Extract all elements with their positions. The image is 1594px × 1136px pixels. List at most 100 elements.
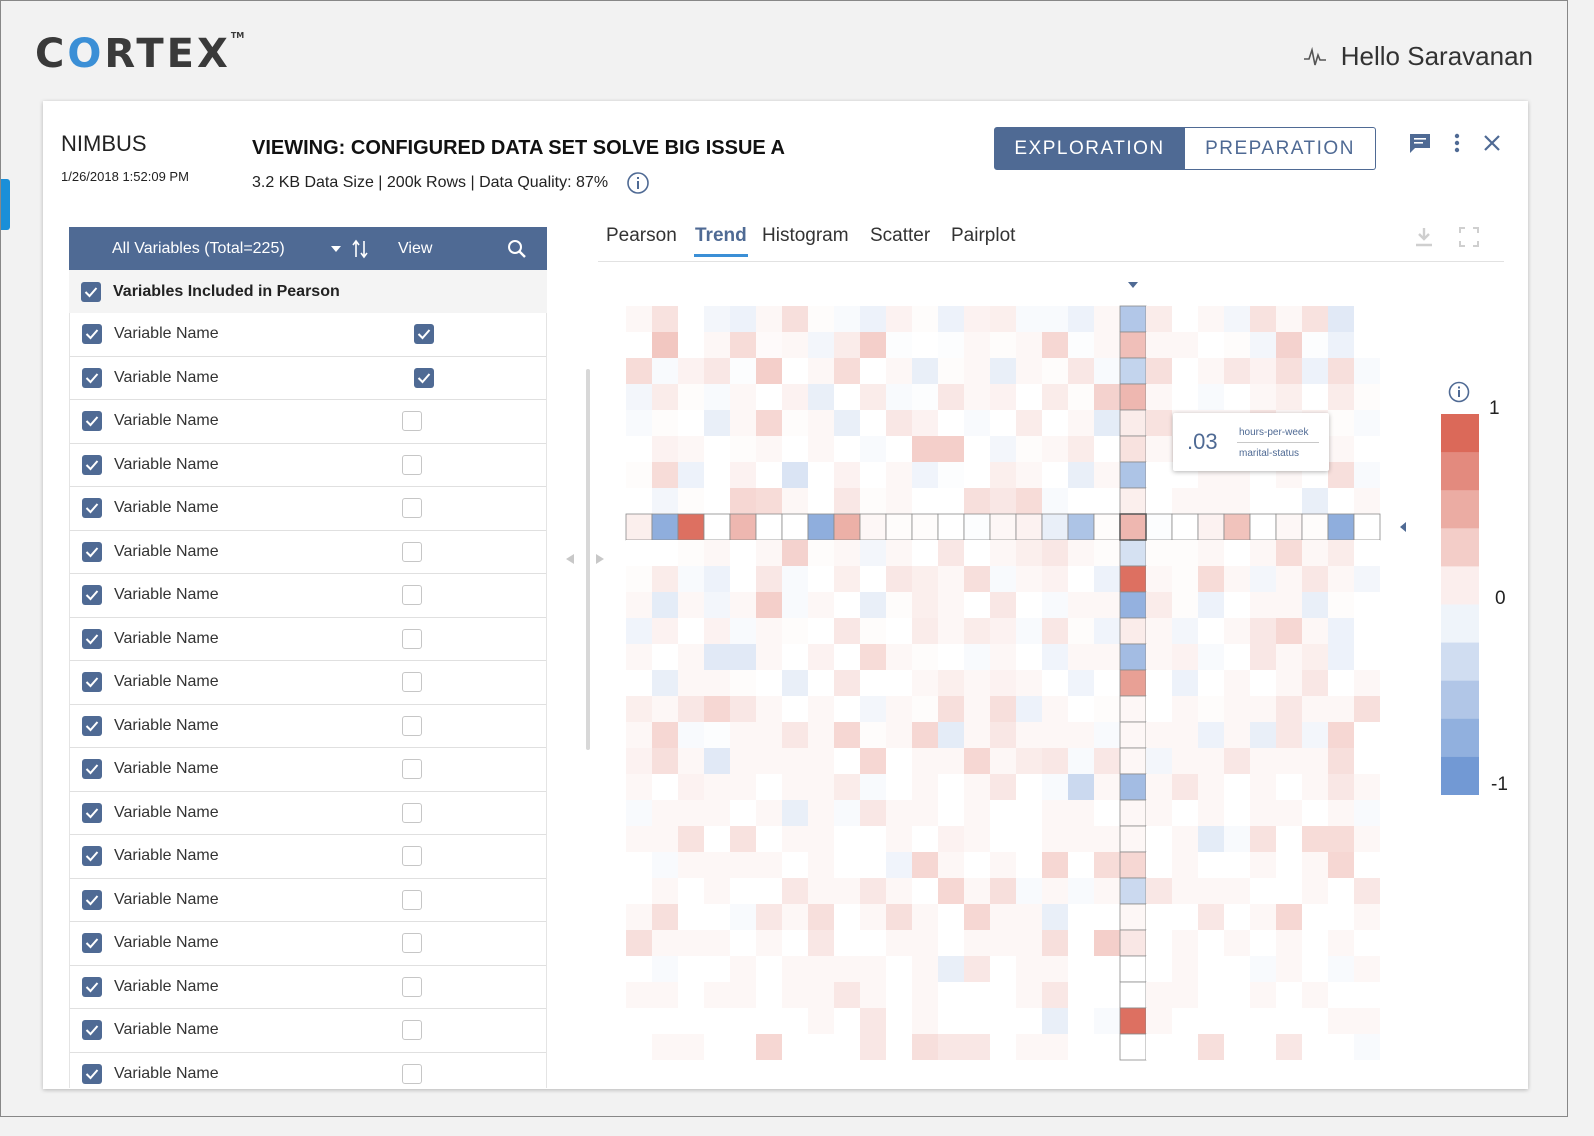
heatmap-cell[interactable] xyxy=(1119,383,1147,411)
heatmap-cell[interactable] xyxy=(964,358,990,384)
heatmap-cell[interactable] xyxy=(1302,566,1328,592)
heatmap-cell[interactable] xyxy=(1146,696,1172,722)
heatmap-cell[interactable] xyxy=(756,436,782,462)
include-checkbox[interactable] xyxy=(82,454,102,475)
heatmap-cell[interactable] xyxy=(1042,332,1068,358)
heatmap-cell[interactable] xyxy=(756,774,782,800)
heatmap-cell[interactable] xyxy=(938,488,964,514)
heatmap-cell[interactable] xyxy=(1276,800,1302,826)
heatmap-cell[interactable] xyxy=(990,670,1016,696)
heatmap-cell[interactable] xyxy=(782,696,808,722)
heatmap-cell[interactable] xyxy=(1119,435,1147,463)
heatmap-cell[interactable] xyxy=(782,956,808,982)
heatmap-cell[interactable] xyxy=(912,618,938,644)
heatmap-cell[interactable] xyxy=(1302,800,1328,826)
heatmap-cell[interactable] xyxy=(938,930,964,956)
heatmap-cell[interactable] xyxy=(652,956,678,982)
heatmap-cell[interactable] xyxy=(730,722,756,748)
heatmap-cell[interactable] xyxy=(964,696,990,722)
heatmap-cell[interactable] xyxy=(1016,566,1042,592)
heatmap-cell[interactable] xyxy=(1354,566,1380,592)
heatmap-cell[interactable] xyxy=(1250,332,1276,358)
heatmap-cell[interactable] xyxy=(860,618,886,644)
heatmap-cell[interactable] xyxy=(1197,513,1225,541)
heatmap-cell[interactable] xyxy=(756,592,782,618)
heatmap-cell[interactable] xyxy=(912,748,938,774)
fullscreen-icon[interactable] xyxy=(1459,227,1479,247)
heatmap-cell[interactable] xyxy=(782,644,808,670)
heatmap-cell[interactable] xyxy=(1016,462,1042,488)
heatmap-cell[interactable] xyxy=(1328,982,1354,1008)
heatmap-cell[interactable] xyxy=(1250,540,1276,566)
heatmap-cell[interactable] xyxy=(912,488,938,514)
heatmap-cell[interactable] xyxy=(1354,852,1380,878)
heatmap-cell[interactable] xyxy=(1172,358,1198,384)
heatmap-cell[interactable] xyxy=(860,462,886,488)
heatmap-cell[interactable] xyxy=(860,904,886,930)
include-checkbox[interactable] xyxy=(82,541,102,562)
heatmap-cell[interactable] xyxy=(1094,306,1120,332)
heatmap-cell[interactable] xyxy=(1276,696,1302,722)
heatmap-cell[interactable] xyxy=(912,644,938,670)
heatmap-cell[interactable] xyxy=(756,930,782,956)
heatmap-cell[interactable] xyxy=(1016,1008,1042,1034)
heatmap-cell[interactable] xyxy=(1328,488,1354,514)
heatmap-cell[interactable] xyxy=(756,410,782,436)
heatmap-cell[interactable] xyxy=(834,982,860,1008)
heatmap-cell[interactable] xyxy=(886,670,912,696)
heatmap-cell[interactable] xyxy=(626,982,652,1008)
heatmap-cell[interactable] xyxy=(1016,930,1042,956)
heatmap-cell[interactable] xyxy=(652,332,678,358)
heatmap-cell[interactable] xyxy=(755,513,783,541)
heatmap-cell[interactable] xyxy=(1172,852,1198,878)
heatmap-cell[interactable] xyxy=(912,384,938,410)
heatmap-cell[interactable] xyxy=(1119,825,1147,853)
heatmap-cell[interactable] xyxy=(756,748,782,774)
heatmap-cell[interactable] xyxy=(808,358,834,384)
heatmap-cell[interactable] xyxy=(886,696,912,722)
heatmap-cell[interactable] xyxy=(860,748,886,774)
heatmap-cell[interactable] xyxy=(652,306,678,332)
heatmap-cell[interactable] xyxy=(1224,930,1250,956)
heatmap-cell[interactable] xyxy=(1094,488,1120,514)
heatmap-cell[interactable] xyxy=(1093,513,1121,541)
heatmap-cell[interactable] xyxy=(730,384,756,410)
heatmap-cell[interactable] xyxy=(1094,800,1120,826)
heatmap-cell[interactable] xyxy=(1016,722,1042,748)
heatmap-cell[interactable] xyxy=(626,566,652,592)
heatmap-cell[interactable] xyxy=(886,878,912,904)
heatmap-cell[interactable] xyxy=(808,956,834,982)
heatmap-cell[interactable] xyxy=(1172,332,1198,358)
heatmap-cell[interactable] xyxy=(1328,384,1354,410)
heatmap-cell[interactable] xyxy=(911,513,939,541)
heatmap-cell[interactable] xyxy=(782,878,808,904)
heatmap-cell[interactable] xyxy=(652,462,678,488)
heatmap-cell[interactable] xyxy=(1172,696,1198,722)
heatmap-cell[interactable] xyxy=(652,436,678,462)
heatmap-cell[interactable] xyxy=(912,696,938,722)
variable-row[interactable]: Variable Name xyxy=(70,661,546,705)
heatmap-cell[interactable] xyxy=(808,592,834,618)
heatmap-cell[interactable] xyxy=(1016,1034,1042,1060)
heatmap-cell[interactable] xyxy=(1302,774,1328,800)
heatmap-cell[interactable] xyxy=(1016,982,1042,1008)
heatmap-cell[interactable] xyxy=(1224,852,1250,878)
include-checkbox[interactable] xyxy=(82,411,102,432)
heatmap-cell[interactable] xyxy=(652,852,678,878)
heatmap-cell[interactable] xyxy=(1172,1008,1198,1034)
heatmap-cell[interactable] xyxy=(834,644,860,670)
include-checkbox[interactable] xyxy=(82,1063,102,1084)
heatmap-cell[interactable] xyxy=(938,748,964,774)
heatmap-cell[interactable] xyxy=(1016,332,1042,358)
include-all-checkbox[interactable] xyxy=(81,281,101,302)
heatmap-cell[interactable] xyxy=(1172,566,1198,592)
heatmap-cell[interactable] xyxy=(964,488,990,514)
heatmap-cell[interactable] xyxy=(1094,748,1120,774)
heatmap-cell[interactable] xyxy=(1094,1008,1120,1034)
heatmap-cell[interactable] xyxy=(834,852,860,878)
heatmap-cell[interactable] xyxy=(652,644,678,670)
heatmap-cell[interactable] xyxy=(938,826,964,852)
heatmap-cell[interactable] xyxy=(1042,618,1068,644)
heatmap-cell[interactable] xyxy=(938,566,964,592)
heatmap-cell[interactable] xyxy=(782,410,808,436)
